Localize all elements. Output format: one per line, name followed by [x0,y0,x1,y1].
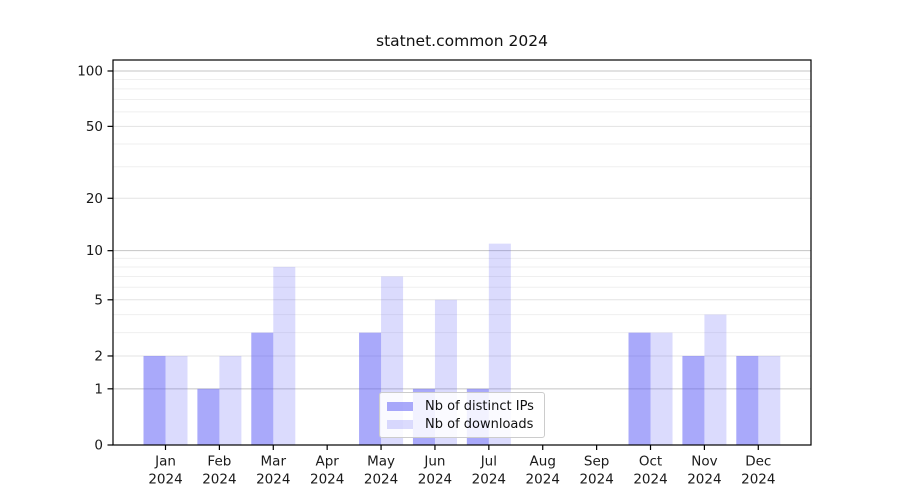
legend-label-downloads: Nb of downloads [425,416,534,432]
y-tick-label-0: 0 [94,438,103,454]
bar-nb-of-distinct-ips-oct [628,332,651,445]
bar-nb-of-downloads-feb [219,355,242,445]
bar-nb-of-downloads-mar [273,266,296,445]
bar-nb-of-distinct-ips-jan [143,355,166,445]
x-tick-label-month-jan: Jan [154,454,176,470]
x-tick-label-year-may: 2024 [364,472,398,488]
bar-nb-of-downloads-oct [650,332,673,445]
legend-item-distinct-ips: Nb of distinct IPs [387,398,536,414]
x-tick-label-month-mar: Mar [261,454,287,470]
plot-frame [112,59,812,446]
legend-swatch-distinct-ips [387,401,413,411]
x-tick-label-year-oct: 2024 [633,472,667,488]
bar-nb-of-downloads-jan [165,355,188,445]
x-tick-label-month-feb: Feb [207,454,231,470]
y-tick-label-20: 20 [86,191,103,207]
bar-nb-of-distinct-ips-dec [736,355,759,445]
y-tick-label-5: 5 [94,292,103,308]
x-tick-label-year-dec: 2024 [741,472,775,488]
chart-title: statnet.common 2024 [376,32,548,50]
bar-nb-of-distinct-ips-feb [197,388,220,445]
x-tick-label-year-sep: 2024 [579,472,613,488]
x-tick-label-month-oct: Oct [639,454,662,470]
x-tick-label-year-apr: 2024 [310,472,344,488]
x-tick-label-year-jun: 2024 [418,472,452,488]
x-tick-label-year-mar: 2024 [256,472,290,488]
x-tick-label-month-sep: Sep [584,454,609,470]
x-tick-label-month-jul: Jul [480,454,497,470]
y-tick-label-1: 1 [94,381,103,397]
x-tick-label-month-may: May [367,454,395,470]
y-tick-label-2: 2 [94,348,103,364]
x-tick-label-month-aug: Aug [530,454,556,470]
x-tick-label-month-nov: Nov [691,454,717,470]
bar-nb-of-downloads-dec [758,355,781,445]
bar-nb-of-downloads-nov [704,314,727,445]
x-tick-label-year-nov: 2024 [687,472,721,488]
x-tick-label-month-apr: Apr [315,454,339,470]
x-tick-label-month-dec: Dec [745,454,771,470]
x-tick-label-year-aug: 2024 [526,472,560,488]
x-tick-label-year-jan: 2024 [148,472,182,488]
bar-nb-of-distinct-ips-may [359,332,382,445]
y-tick-label-50: 50 [86,119,103,135]
bar-nb-of-distinct-ips-mar [251,332,274,445]
x-tick-label-month-jun: Jun [423,454,445,470]
legend: Nb of distinct IPs Nb of downloads [379,392,545,438]
x-tick-label-year-feb: 2024 [202,472,236,488]
y-tick-label-100: 100 [77,63,103,79]
y-tick-label-10: 10 [86,243,103,259]
legend-label-distinct-ips: Nb of distinct IPs [425,398,534,414]
legend-item-downloads: Nb of downloads [387,416,536,432]
legend-swatch-downloads [387,419,413,429]
x-tick-label-year-jul: 2024 [472,472,506,488]
bar-nb-of-distinct-ips-nov [682,355,705,445]
